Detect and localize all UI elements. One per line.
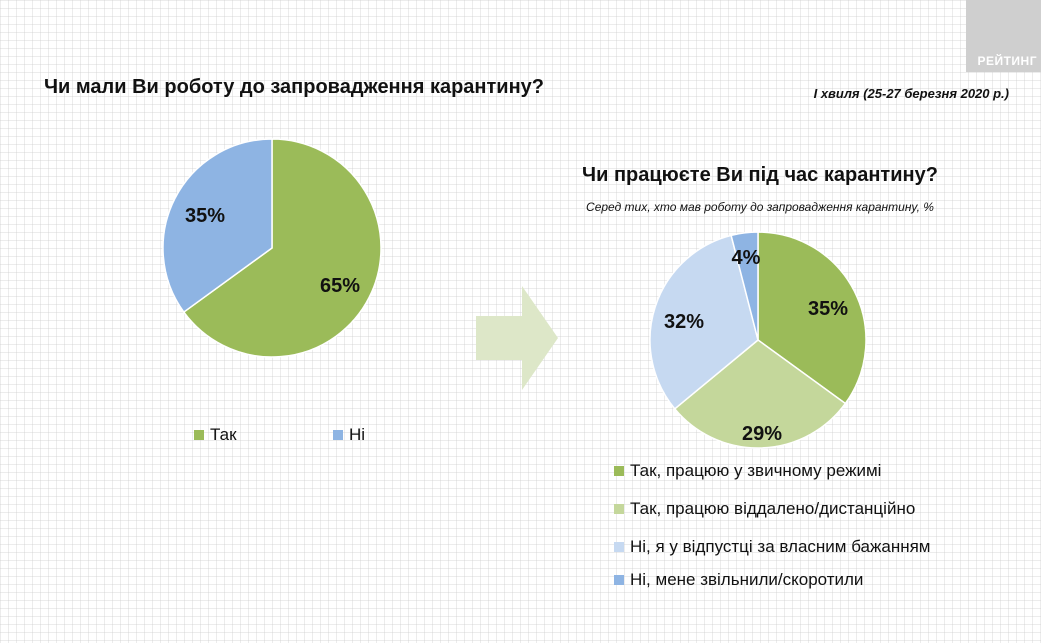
- legend-swatch: [333, 430, 343, 440]
- pie1-data-label-1: 35%: [185, 205, 225, 227]
- legend-swatch: [194, 430, 204, 440]
- pie2-data-label-1: 29%: [742, 423, 782, 445]
- chart2-subtitle: Серед тих, хто мав роботу до запроваджен…: [586, 200, 934, 214]
- pie2-slice-0: [757, 231, 867, 405]
- pie1-slice-0: [182, 138, 382, 358]
- legend-swatch: [614, 504, 624, 514]
- wave-note: І хвиля (25-27 березня 2020 р.): [813, 86, 1009, 101]
- legend-label: Так: [210, 425, 237, 444]
- legend-swatch: [614, 542, 624, 552]
- legend-label: Ні, мене звільнили/скоротили: [630, 570, 864, 589]
- legend-swatch: [614, 466, 624, 476]
- pie2-slice-1: [673, 339, 847, 449]
- legend-label: Так, працюю віддалено/дистанційно: [630, 499, 916, 518]
- legend2-item-vacation: Ні, я у відпустці за власним бажанням: [614, 537, 931, 557]
- pie2-slice-3: [730, 231, 759, 341]
- legend-swatch: [614, 575, 624, 585]
- brand-logo: РЕЙТИНГ: [966, 0, 1041, 72]
- pie2-data-label-2: 32%: [664, 311, 704, 333]
- legend-label: Ні: [349, 425, 366, 444]
- pie2-data-label-0: 35%: [808, 298, 848, 320]
- legend-label: Ні, я у відпустці за власним бажанням: [630, 537, 931, 556]
- legend2-item-remote: Так, працюю віддалено/дистанційно: [614, 499, 915, 519]
- legend1-item-yes: Так: [194, 425, 237, 445]
- chart2-title: Чи працюєте Ви під час карантину?: [582, 164, 938, 186]
- brand-logo-text: РЕЙТИНГ: [977, 54, 1037, 68]
- pie2-slice-2: [649, 234, 759, 410]
- legend2-item-dismissed: Ні, мене звільнили/скоротили: [614, 570, 863, 590]
- chart1-title: Чи мали Ви роботу до запровадження каран…: [44, 76, 545, 98]
- legend2-item-usual: Так, працюю у звичному режимі: [614, 461, 881, 481]
- arrow-right-icon: [476, 286, 558, 390]
- legend-label: Так, працюю у звичному режимі: [630, 461, 882, 480]
- pie2-data-label-3: 4%: [732, 247, 761, 269]
- legend1-item-no: Ні: [333, 425, 365, 445]
- pie1-slice-1: [162, 138, 273, 314]
- pie1-data-label-0: 65%: [320, 275, 360, 297]
